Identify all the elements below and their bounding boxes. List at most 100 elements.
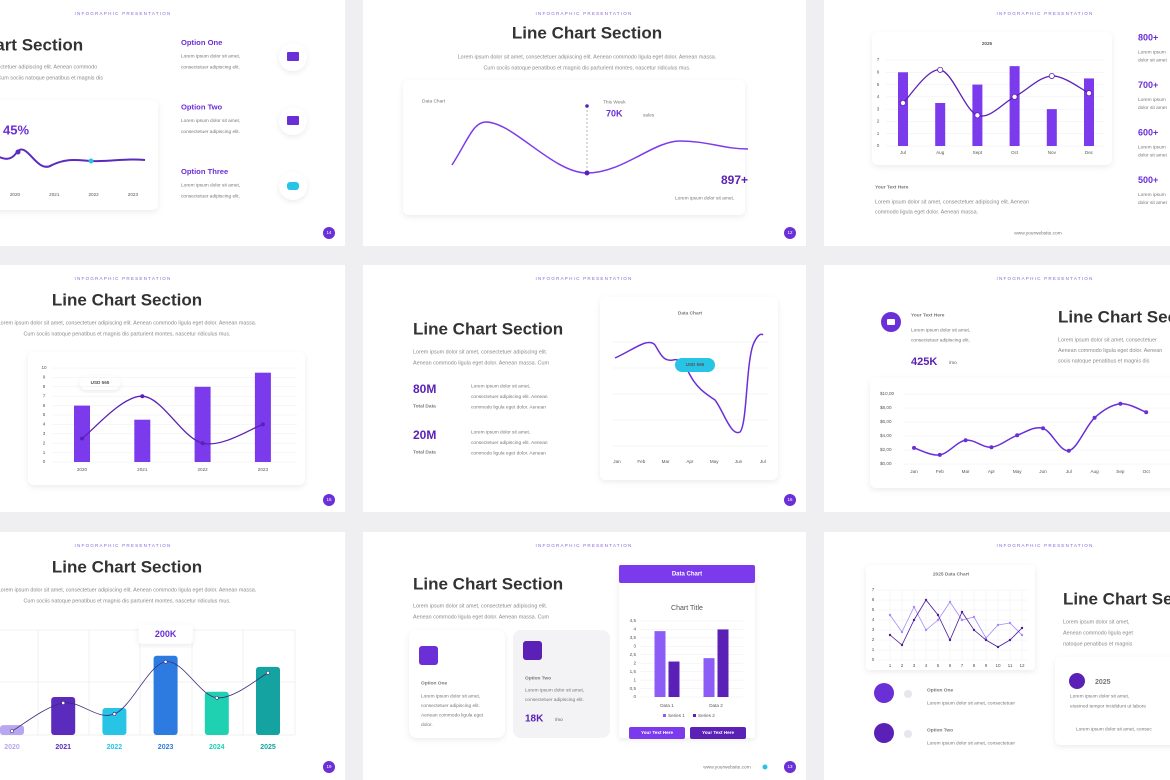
line-point xyxy=(888,633,892,637)
text: Lorem ipsum dolor sit amet, xyxy=(181,53,240,59)
label-bubble xyxy=(138,624,193,644)
bar xyxy=(1046,109,1057,146)
text: dolor sit amet xyxy=(1138,152,1167,158)
bar xyxy=(935,103,946,146)
text: Lorem ipsum dolor sit amet, consectetuer… xyxy=(875,199,1029,205)
text: 0 xyxy=(877,143,880,148)
trend-line xyxy=(0,148,146,168)
text: USD 565 xyxy=(91,380,110,385)
text: 2023 xyxy=(258,467,269,472)
line-point xyxy=(963,438,968,443)
line-point xyxy=(1020,633,1024,637)
line-point xyxy=(1066,448,1071,453)
text: 4,5 xyxy=(630,618,637,623)
dot xyxy=(762,764,768,770)
text: 2020 xyxy=(4,744,20,751)
line-point xyxy=(936,613,940,617)
text: 5 xyxy=(43,412,46,417)
text: $0,00 xyxy=(880,461,892,466)
text: Chart Title xyxy=(671,605,703,612)
text: 7 xyxy=(872,587,875,592)
line-point xyxy=(936,618,940,622)
text: 6 xyxy=(949,663,952,668)
text: 2 xyxy=(872,637,875,642)
line-point xyxy=(937,452,942,457)
bar xyxy=(703,658,715,697)
text: 0 xyxy=(872,657,875,662)
text: 2025 Data Chart xyxy=(933,571,970,577)
slide: INFOGRAPHIC PRESENTATION Line Chart Secti… xyxy=(363,0,806,246)
bar xyxy=(654,631,666,697)
text: Data 1 xyxy=(660,703,674,708)
text: sales xyxy=(643,112,655,118)
line-point xyxy=(266,670,270,675)
text: 7 xyxy=(877,57,880,62)
text: consectetuer adipiscing elit. xyxy=(911,337,970,343)
line-point xyxy=(984,638,988,642)
text: commodo ligula eget dolor. Aenean xyxy=(471,404,546,410)
line-point xyxy=(1011,93,1018,100)
text: 3 xyxy=(43,431,46,436)
line-point xyxy=(912,605,916,609)
line-point xyxy=(960,610,964,614)
text: 18K xyxy=(525,714,544,725)
text: $2,00 xyxy=(880,447,892,452)
text: 2020 xyxy=(10,192,21,197)
text: 1 xyxy=(872,647,875,652)
text: 0 xyxy=(43,459,46,464)
text: Lorem ipsum dolor sit amet, consectetuer… xyxy=(413,349,547,355)
callout-bubble xyxy=(80,376,120,390)
text: Your Text Here xyxy=(641,730,673,735)
text: 2 xyxy=(633,660,636,665)
bar xyxy=(1009,66,1020,146)
bar xyxy=(668,661,680,697)
text: 600+ xyxy=(1138,127,1158,137)
text: dolor sit amet xyxy=(1138,200,1167,206)
text: ligula eget dolor. Aenean massa. Cum soc… xyxy=(0,75,103,81)
text: www.yourwebsite.com xyxy=(703,764,750,770)
text: INFOGRAPHIC PRESENTATION xyxy=(535,11,632,16)
text: 2 xyxy=(901,663,904,668)
line-point xyxy=(989,445,994,450)
bar xyxy=(194,386,211,462)
text: Data Chart xyxy=(678,310,703,316)
text: Jul xyxy=(900,150,906,155)
text: 2,5 xyxy=(630,652,637,657)
text: Lorem ipsum dolor sit amet, xyxy=(181,118,240,124)
text: Aenean commodo ligula eget dolor. Aenean… xyxy=(413,360,550,366)
text: Lorem ipsum dolor sit amet, consectetuer… xyxy=(0,587,256,593)
text: 2022 xyxy=(197,467,208,472)
text: Aenean commodo ligula eget dolor. Aenean xyxy=(1058,348,1162,354)
text: Lorem ipsum xyxy=(1138,97,1166,103)
text: 3 xyxy=(633,644,636,649)
text: Jun xyxy=(735,459,743,464)
text: Jan xyxy=(613,459,621,464)
text: 2023 xyxy=(158,744,174,751)
text: Lorem ipsum xyxy=(1138,49,1166,55)
legend-swatch xyxy=(663,714,666,717)
text: 2025 xyxy=(260,744,276,751)
dot xyxy=(88,158,94,164)
text: socis natoque penatibus et magnis dis xyxy=(1058,358,1150,364)
text: Lorem ipsum dolor sit amet, xyxy=(1070,693,1129,699)
text: 0,5 xyxy=(630,686,637,691)
text: Series 2 xyxy=(698,713,715,718)
text: 6 xyxy=(43,403,46,408)
line-point xyxy=(924,628,928,632)
text: 1 xyxy=(877,131,880,136)
button xyxy=(629,727,685,739)
text: consectetuer adipiscing elit. xyxy=(181,129,240,135)
card xyxy=(870,378,1170,488)
text: Lorem ipsum dolor sit amet, consectetuer… xyxy=(0,320,256,326)
text: INFOGRAPHIC PRESENTATION xyxy=(74,276,171,281)
text: Option Two xyxy=(927,727,953,733)
line-point xyxy=(972,628,976,632)
line-point xyxy=(214,695,219,700)
text: 2 xyxy=(43,440,46,445)
text: 8 xyxy=(43,384,46,389)
text: 897+ xyxy=(721,173,748,187)
text: 10 xyxy=(995,663,1001,668)
text: $10,00 xyxy=(880,391,894,396)
legend-swatch xyxy=(693,714,696,717)
text: Lorem ipsum dolor sit amet, consectetuer xyxy=(927,740,1015,746)
